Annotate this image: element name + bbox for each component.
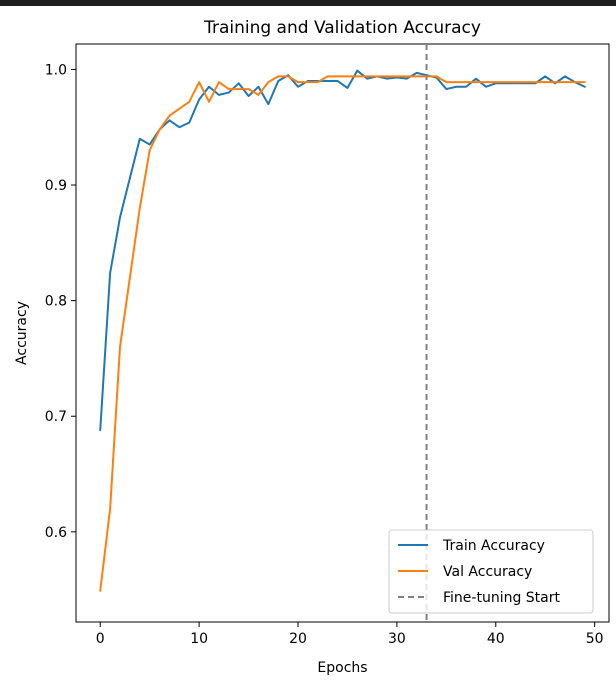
series-layer <box>99 69 586 592</box>
legend-label-fine-tuning: Fine-tuning Start <box>443 590 561 606</box>
window-top-bar <box>0 0 616 6</box>
legend-label-train: Train Accuracy <box>442 538 545 554</box>
x-tick-label: 50 <box>586 631 604 647</box>
y-axis-ticks: 0.6 0.7 0.8 0.9 1.0 <box>45 62 76 541</box>
y-tick-label: 1.0 <box>45 62 67 78</box>
x-axis-label: Epochs <box>317 660 367 676</box>
x-axis-ticks: 0 10 20 30 40 50 <box>96 622 604 647</box>
y-tick-label: 0.6 <box>45 525 67 541</box>
x-tick-label: 10 <box>190 631 208 647</box>
legend: Train Accuracy Val Accuracy Fine-tuning … <box>388 529 594 614</box>
x-tick-label: 40 <box>487 631 505 647</box>
x-tick-label: 0 <box>96 631 105 647</box>
y-tick-label: 0.9 <box>45 178 67 194</box>
plot-area <box>75 43 610 623</box>
y-axis-label: Accuracy <box>14 301 30 365</box>
legend-box <box>388 529 594 614</box>
plot-frame <box>75 43 610 623</box>
y-tick-label: 0.7 <box>45 409 67 425</box>
legend-label-val: Val Accuracy <box>443 564 532 580</box>
chart-title: Training and Validation Accuracy <box>203 18 481 38</box>
series-line-train-accuracy <box>99 69 586 432</box>
x-tick-label: 30 <box>388 631 406 647</box>
x-tick-label: 20 <box>289 631 307 647</box>
y-tick-label: 0.8 <box>45 294 67 310</box>
series-line-val-accuracy <box>99 75 586 592</box>
